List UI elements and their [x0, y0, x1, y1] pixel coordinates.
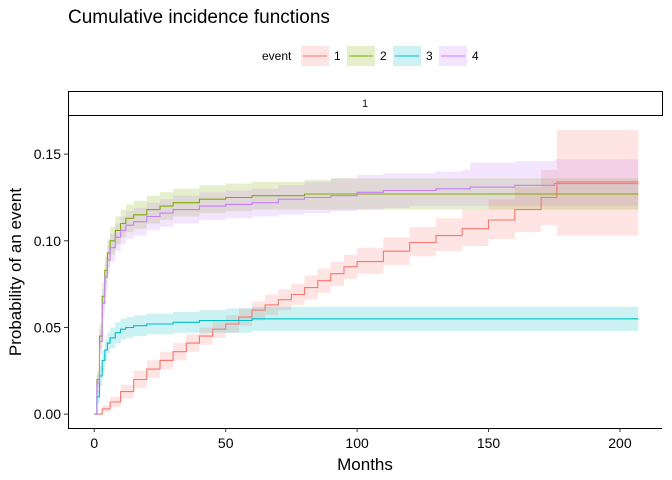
legend-items: 1 2 3 4 [301, 46, 479, 66]
x-tick-label: 150 [477, 435, 501, 451]
series-line-event-3 [94, 318, 639, 415]
x-tick-label: 50 [218, 435, 234, 451]
series-line-event-1 [94, 181, 639, 415]
y-tick-label: 0.10 [34, 233, 61, 249]
facet-strip-label: 1 [362, 98, 368, 110]
y-tick-label: 0.15 [34, 146, 61, 162]
series-line-event-4 [94, 183, 639, 415]
series-lines [94, 181, 639, 415]
legend-item-event-3: 3 [393, 46, 433, 66]
x-axis-ticks: 0 50 100 150 200 [90, 428, 632, 451]
facet-strip [68, 91, 663, 116]
legend-label: 1 [334, 49, 341, 63]
y-axis-title: Probability of an event [6, 188, 25, 356]
x-axis-title: Months [337, 455, 393, 474]
legend-item-event-2: 2 [347, 46, 387, 66]
x-tick-label: 0 [90, 435, 98, 451]
y-tick-label: 0.00 [34, 406, 61, 422]
plot-panel [94, 129, 639, 415]
legend-label: 4 [472, 49, 479, 63]
confidence-band-event-4 [94, 159, 639, 415]
x-tick-label: 200 [608, 435, 632, 451]
confidence-bands [94, 129, 639, 415]
legend-label: 3 [426, 49, 433, 63]
confidence-band-event-1 [94, 129, 639, 415]
legend-title: event [262, 49, 292, 63]
confidence-band-event-3 [94, 306, 639, 415]
x-tick-label: 100 [345, 435, 369, 451]
series-line-event-2 [94, 193, 639, 415]
legend-item-event-1: 1 [301, 46, 341, 66]
legend-label: 2 [380, 49, 387, 63]
confidence-band-event-2 [94, 178, 639, 415]
legend-item-event-4: 4 [439, 46, 479, 66]
y-axis-ticks: 0.00 0.05 0.10 0.15 [34, 146, 68, 422]
chart-title: Cumulative incidence functions [68, 7, 330, 28]
legend: event 1 2 3 4 [262, 46, 479, 66]
y-tick-label: 0.05 [34, 319, 61, 335]
